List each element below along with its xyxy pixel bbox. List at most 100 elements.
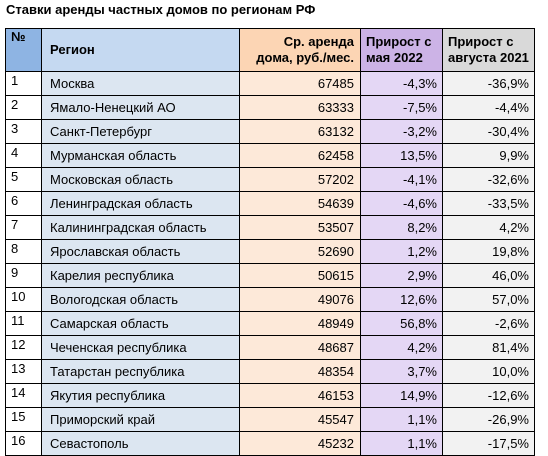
cell-growth-may: -7,5% bbox=[360, 95, 443, 120]
table-row: 3 Санкт-Петербург 63132 -3,2% -30,4% bbox=[5, 119, 535, 144]
cell-growth-may: 14,9% bbox=[360, 383, 443, 408]
cell-growth-aug: 10,0% bbox=[442, 359, 535, 384]
table-row: 12 Чеченская республика 48687 4,2% 81,4% bbox=[5, 335, 535, 360]
cell-number: 5 bbox=[5, 167, 42, 192]
cell-avg-rent: 48687 bbox=[239, 335, 361, 360]
page-title: Ставки аренды частных домов по регионам … bbox=[6, 2, 316, 17]
cell-number: 13 bbox=[5, 359, 42, 384]
table-row: 15 Приморский край 45547 1,1% -26,9% bbox=[5, 407, 535, 432]
cell-growth-may: 3,7% bbox=[360, 359, 443, 384]
table-row: 7 Калининградская область 53507 8,2% 4,2… bbox=[5, 215, 535, 240]
cell-avg-rent: 54639 bbox=[239, 191, 361, 216]
header-avg-rent-line2: дома, руб./мес. bbox=[256, 50, 354, 65]
cell-number: 3 bbox=[5, 119, 42, 144]
header-number: № bbox=[5, 28, 42, 72]
cell-avg-rent: 63132 bbox=[239, 119, 361, 144]
cell-region: Вологодская область bbox=[41, 287, 240, 312]
table-row: 4 Мурманская область 62458 13,5% 9,9% bbox=[5, 143, 535, 168]
cell-growth-may: 13,5% bbox=[360, 143, 443, 168]
cell-number: 12 bbox=[5, 335, 42, 360]
cell-region: Калининградская область bbox=[41, 215, 240, 240]
header-growth-aug-line1: Прирост с bbox=[448, 34, 514, 49]
cell-number: 6 bbox=[5, 191, 42, 216]
cell-growth-may: -4,6% bbox=[360, 191, 443, 216]
cell-growth-may: 1,1% bbox=[360, 431, 443, 456]
cell-avg-rent: 46153 bbox=[239, 383, 361, 408]
cell-growth-aug: 19,8% bbox=[442, 239, 535, 264]
cell-region: Приморский край bbox=[41, 407, 240, 432]
header-avg-rent: Ср. аренда дома, руб./мес. bbox=[239, 28, 361, 72]
header-growth-may-line2: мая 2022 bbox=[366, 50, 423, 65]
cell-avg-rent: 45547 bbox=[239, 407, 361, 432]
cell-region: Московская область bbox=[41, 167, 240, 192]
header-growth-aug-line2: августа 2021 bbox=[448, 50, 529, 65]
cell-region: Ленинградская область bbox=[41, 191, 240, 216]
cell-growth-aug: -26,9% bbox=[442, 407, 535, 432]
cell-avg-rent: 62458 bbox=[239, 143, 361, 168]
cell-avg-rent: 50615 bbox=[239, 263, 361, 288]
table-row: 2 Ямало-Ненецкий АО 63333 -7,5% -4,4% bbox=[5, 95, 535, 120]
rent-table: № Регион Ср. аренда дома, руб./мес. Прир… bbox=[5, 28, 535, 456]
cell-avg-rent: 48354 bbox=[239, 359, 361, 384]
cell-growth-aug: -36,9% bbox=[442, 71, 535, 96]
header-avg-rent-line1: Ср. аренда bbox=[283, 34, 354, 49]
header-growth-may: Прирост с мая 2022 bbox=[360, 28, 443, 72]
cell-growth-may: 8,2% bbox=[360, 215, 443, 240]
cell-number: 4 bbox=[5, 143, 42, 168]
cell-number: 2 bbox=[5, 95, 42, 120]
cell-avg-rent: 49076 bbox=[239, 287, 361, 312]
cell-growth-may: -3,2% bbox=[360, 119, 443, 144]
cell-growth-aug: -2,6% bbox=[442, 311, 535, 336]
table-row: 8 Ярославская область 52690 1,2% 19,8% bbox=[5, 239, 535, 264]
cell-region: Якутия республика bbox=[41, 383, 240, 408]
cell-growth-aug: 81,4% bbox=[442, 335, 535, 360]
cell-avg-rent: 45232 bbox=[239, 431, 361, 456]
cell-region: Санкт-Петербург bbox=[41, 119, 240, 144]
table-row: 13 Татарстан республика 48354 3,7% 10,0% bbox=[5, 359, 535, 384]
table-row: 5 Московская область 57202 -4,1% -32,6% bbox=[5, 167, 535, 192]
cell-growth-may: 1,2% bbox=[360, 239, 443, 264]
cell-growth-may: 56,8% bbox=[360, 311, 443, 336]
cell-region: Карелия республика bbox=[41, 263, 240, 288]
cell-avg-rent: 48949 bbox=[239, 311, 361, 336]
cell-growth-aug: -12,6% bbox=[442, 383, 535, 408]
cell-growth-aug: -33,5% bbox=[442, 191, 535, 216]
header-growth-may-line1: Прирост с bbox=[366, 34, 432, 49]
table-row: 10 Вологодская область 49076 12,6% 57,0% bbox=[5, 287, 535, 312]
header-region: Регион bbox=[41, 28, 240, 72]
cell-number: 1 bbox=[5, 71, 42, 96]
cell-region: Ямало-Ненецкий АО bbox=[41, 95, 240, 120]
table-row: 9 Карелия республика 50615 2,9% 46,0% bbox=[5, 263, 535, 288]
header-row: № Регион Ср. аренда дома, руб./мес. Прир… bbox=[5, 28, 535, 72]
cell-region: Москва bbox=[41, 71, 240, 96]
cell-growth-aug: -17,5% bbox=[442, 431, 535, 456]
cell-growth-aug: 46,0% bbox=[442, 263, 535, 288]
header-growth-aug: Прирост с августа 2021 bbox=[442, 28, 535, 72]
cell-growth-may: 4,2% bbox=[360, 335, 443, 360]
table-row: 1 Москва 67485 -4,3% -36,9% bbox=[5, 71, 535, 96]
table-row: 14 Якутия республика 46153 14,9% -12,6% bbox=[5, 383, 535, 408]
cell-avg-rent: 52690 bbox=[239, 239, 361, 264]
table-row: 16 Севастополь 45232 1,1% -17,5% bbox=[5, 431, 535, 456]
cell-growth-aug: 4,2% bbox=[442, 215, 535, 240]
cell-avg-rent: 63333 bbox=[239, 95, 361, 120]
cell-growth-may: 2,9% bbox=[360, 263, 443, 288]
cell-growth-may: -4,3% bbox=[360, 71, 443, 96]
cell-growth-may: -4,1% bbox=[360, 167, 443, 192]
cell-growth-aug: 9,9% bbox=[442, 143, 535, 168]
cell-growth-may: 12,6% bbox=[360, 287, 443, 312]
table-row: 6 Ленинградская область 54639 -4,6% -33,… bbox=[5, 191, 535, 216]
cell-number: 7 bbox=[5, 215, 42, 240]
cell-growth-aug: 57,0% bbox=[442, 287, 535, 312]
cell-avg-rent: 67485 bbox=[239, 71, 361, 96]
cell-number: 10 bbox=[5, 287, 42, 312]
cell-region: Ярославская область bbox=[41, 239, 240, 264]
cell-number: 8 bbox=[5, 239, 42, 264]
cell-number: 16 bbox=[5, 431, 42, 456]
cell-region: Самарская область bbox=[41, 311, 240, 336]
cell-growth-aug: -32,6% bbox=[442, 167, 535, 192]
cell-number: 14 bbox=[5, 383, 42, 408]
cell-region: Мурманская область bbox=[41, 143, 240, 168]
cell-number: 15 bbox=[5, 407, 42, 432]
cell-region: Чеченская республика bbox=[41, 335, 240, 360]
